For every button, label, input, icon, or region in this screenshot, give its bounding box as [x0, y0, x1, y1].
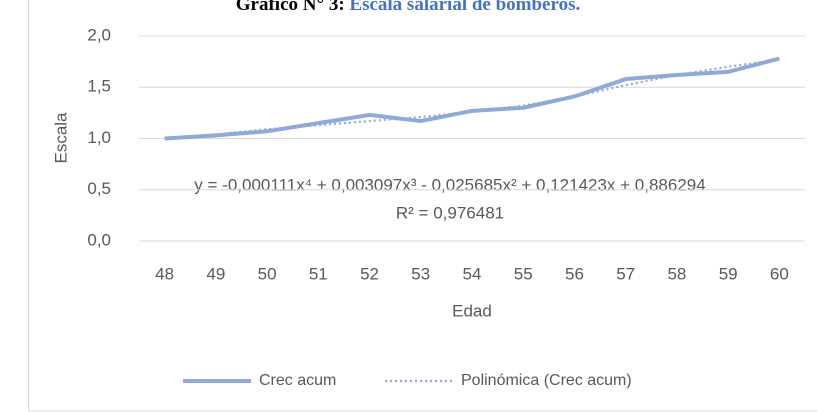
x-tick-label: 48 — [155, 264, 174, 283]
trend-equation: y = -0,000111x⁴ + 0,003097x³ - 0,025685x… — [194, 175, 705, 194]
x-tick-label: 49 — [206, 264, 225, 283]
legend-label: Crec acum — [259, 372, 336, 389]
y-tick-label: 2,0 — [87, 25, 111, 44]
title-label: Gráfico N° 3: — [236, 0, 345, 15]
y-tick-label: 0,5 — [87, 179, 111, 198]
trend-r2: R² = 0,976481 — [396, 203, 504, 222]
x-tick-label: 60 — [770, 264, 789, 283]
title-text: Escala salarial de bomberos. — [349, 0, 580, 15]
series-line — [164, 56, 780, 141]
legend-label: Polinómica (Crec acum) — [461, 372, 632, 389]
x-tick-label: 52 — [360, 264, 379, 283]
x-tick-label: 50 — [258, 264, 277, 283]
y-tick-label: 1,5 — [87, 77, 111, 96]
y-axis-title: Escala — [51, 112, 70, 164]
x-tick-label: 57 — [616, 264, 635, 283]
x-tick-label: 58 — [667, 264, 686, 283]
y-tick-label: 0,0 — [87, 230, 111, 249]
x-axis-title: Edad — [452, 301, 492, 320]
chart-frame — [28, 0, 817, 412]
x-tick-label: 55 — [514, 264, 533, 283]
x-tick-label: 59 — [719, 264, 738, 283]
series-line — [164, 58, 780, 140]
x-tick-label: 53 — [411, 264, 430, 283]
chart-title: Gráfico N° 3: Escala salarial de bombero… — [236, 0, 580, 15]
x-tick-label: 56 — [565, 264, 584, 283]
y-tick-label: 1,0 — [87, 128, 111, 147]
x-tick-label: 51 — [309, 264, 328, 283]
x-tick-label: 54 — [463, 264, 482, 283]
